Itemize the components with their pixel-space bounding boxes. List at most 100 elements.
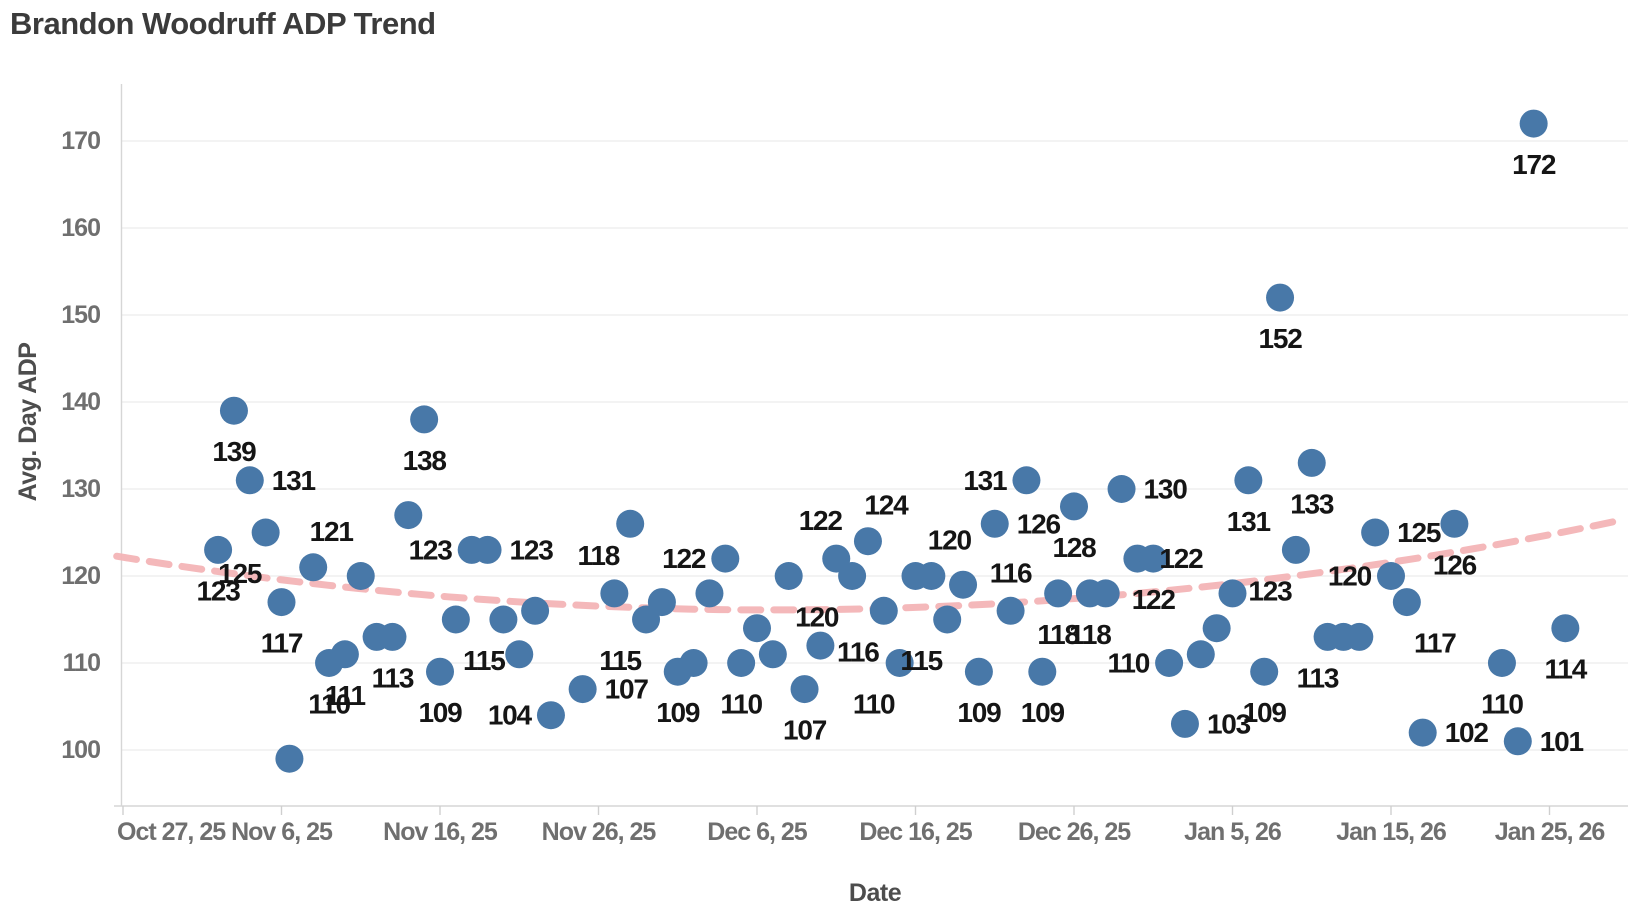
point-label: 116 xyxy=(837,636,879,667)
x-axis-title: Date xyxy=(849,879,902,907)
data-point[interactable] xyxy=(235,466,264,495)
data-point[interactable] xyxy=(1218,579,1247,608)
point-label: 117 xyxy=(1414,628,1456,659)
point-label: 110 xyxy=(720,689,762,720)
data-point[interactable] xyxy=(1091,579,1120,608)
point-label: 123 xyxy=(197,575,241,606)
data-point[interactable] xyxy=(917,562,946,590)
point-label: 172 xyxy=(1512,149,1556,180)
trend-line xyxy=(113,516,1626,614)
data-point[interactable] xyxy=(1281,535,1310,564)
point-label: 122 xyxy=(1132,584,1176,615)
data-point[interactable] xyxy=(853,527,882,556)
x-tick-label: Dec 6, 25 xyxy=(707,818,808,846)
data-point[interactable] xyxy=(275,744,304,773)
data-point[interactable] xyxy=(1266,283,1295,312)
data-point[interactable] xyxy=(758,640,787,669)
data-point[interactable] xyxy=(1551,614,1580,643)
point-label: 101 xyxy=(1540,726,1584,757)
data-point[interactable] xyxy=(695,579,724,608)
x-tick-label: Jan 25, 26 xyxy=(1495,818,1605,846)
data-point[interactable] xyxy=(679,649,708,677)
data-point[interactable] xyxy=(869,596,898,625)
data-point[interactable] xyxy=(711,544,740,573)
data-point[interactable] xyxy=(885,649,914,677)
data-point[interactable] xyxy=(1487,649,1516,677)
data-point[interactable] xyxy=(346,562,375,590)
data-point[interactable] xyxy=(1519,109,1548,138)
x-tick-label: Nov 6, 25 xyxy=(231,818,333,846)
data-point[interactable] xyxy=(441,605,470,634)
point-label: 113 xyxy=(372,662,414,693)
x-tick-label: Dec 26, 25 xyxy=(1018,818,1131,846)
data-point[interactable] xyxy=(1139,544,1168,573)
data-point[interactable] xyxy=(536,701,565,730)
data-point[interactable] xyxy=(1408,718,1437,747)
data-point[interactable] xyxy=(1044,579,1073,608)
data-point[interactable] xyxy=(267,588,296,617)
data-point[interactable] xyxy=(1297,448,1326,477)
data-point[interactable] xyxy=(774,562,803,590)
data-point[interactable] xyxy=(1107,475,1136,503)
data-point[interactable] xyxy=(1377,562,1405,590)
data-point[interactable] xyxy=(204,535,233,564)
data-point[interactable] xyxy=(426,657,454,686)
point-label: 109 xyxy=(957,697,1001,728)
x-tick-label: Oct 27, 25 xyxy=(117,818,226,846)
data-point[interactable] xyxy=(838,562,867,590)
data-point[interactable] xyxy=(1155,649,1184,677)
point-label: 109 xyxy=(1243,697,1287,728)
data-point[interactable] xyxy=(600,579,629,608)
data-point[interactable] xyxy=(1392,588,1421,617)
y-tick-label: 120 xyxy=(61,562,100,590)
data-point[interactable] xyxy=(410,405,439,434)
point-label: 124 xyxy=(864,490,909,521)
data-point[interactable] xyxy=(806,631,835,660)
data-point[interactable] xyxy=(1361,518,1390,547)
data-point[interactable] xyxy=(1202,614,1231,643)
data-point[interactable] xyxy=(933,605,962,634)
data-point[interactable] xyxy=(219,396,248,425)
data-point[interactable] xyxy=(1250,657,1279,686)
data-point[interactable] xyxy=(378,622,407,651)
data-point[interactable] xyxy=(964,657,993,686)
data-point[interactable] xyxy=(996,596,1025,625)
data-point[interactable] xyxy=(647,588,676,617)
point-label: 125 xyxy=(1397,517,1441,548)
point-label: 109 xyxy=(1021,697,1065,728)
data-point[interactable] xyxy=(251,518,280,547)
data-point[interactable] xyxy=(980,509,1009,538)
point-label: 117 xyxy=(261,628,303,659)
data-point[interactable] xyxy=(1234,466,1263,495)
point-label: 130 xyxy=(1144,474,1188,505)
data-point[interactable] xyxy=(1440,509,1469,538)
data-point[interactable] xyxy=(1503,727,1532,756)
point-label: 133 xyxy=(1290,488,1334,519)
point-label: 123 xyxy=(510,534,554,565)
data-point[interactable] xyxy=(521,596,550,625)
data-point[interactable] xyxy=(1012,466,1041,495)
data-point[interactable] xyxy=(473,535,502,564)
data-point[interactable] xyxy=(1345,622,1374,651)
point-label: 111 xyxy=(325,680,366,711)
point-label: 107 xyxy=(783,715,827,746)
y-tick-label: 130 xyxy=(61,475,100,503)
data-point[interactable] xyxy=(1060,492,1088,521)
data-point[interactable] xyxy=(330,640,359,669)
data-point[interactable] xyxy=(1028,657,1057,686)
data-point[interactable] xyxy=(1186,640,1215,669)
y-tick-label: 110 xyxy=(63,649,100,677)
point-label: 114 xyxy=(1545,654,1588,685)
data-point[interactable] xyxy=(727,649,756,677)
data-point[interactable] xyxy=(949,570,978,599)
data-point[interactable] xyxy=(568,675,597,704)
data-point[interactable] xyxy=(790,675,819,704)
data-point[interactable] xyxy=(743,614,771,643)
data-point[interactable] xyxy=(394,501,423,530)
data-point[interactable] xyxy=(1170,709,1199,738)
data-point[interactable] xyxy=(505,640,534,669)
data-point[interactable] xyxy=(616,509,645,538)
data-point[interactable] xyxy=(299,553,328,582)
data-point[interactable] xyxy=(489,605,518,634)
